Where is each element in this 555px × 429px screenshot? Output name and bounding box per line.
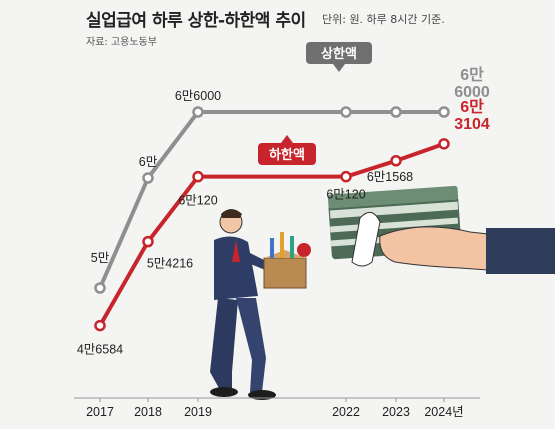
lower-series-value-label: 5만4216	[147, 257, 193, 271]
chart-title: 실업급여 하루 상한-하한액 추이	[86, 11, 306, 31]
upper-series-point	[390, 106, 402, 118]
lower-series-line	[98, 141, 445, 327]
upper-series-value-label: 5만	[91, 251, 110, 265]
hand-money-illustration	[327, 185, 555, 274]
upper-series-point	[94, 282, 106, 294]
lower-series-value-label: 4만6584	[77, 343, 123, 357]
legend-upper-tag-text: 상한액	[321, 46, 357, 62]
unit-note: 단위: 원. 하루 8시간 기준.	[322, 13, 445, 26]
lower-series-value-label: 6만 3104	[454, 98, 490, 133]
upper-series-value-label: 6만	[139, 155, 158, 169]
lower-series-value-label: 6만1568	[367, 170, 413, 184]
lower-series-value-label: 6만120	[178, 194, 217, 208]
x-tick-label: 2017	[86, 405, 114, 419]
lower-series-point	[142, 235, 154, 248]
legend-lower-tag-text: 하한액	[269, 147, 305, 163]
man-carrying-box-illustration	[210, 209, 311, 400]
x-tick-label: 2018	[134, 405, 162, 419]
upper-series-point	[142, 172, 154, 184]
upper-series-point	[192, 106, 204, 118]
lower-series-point	[340, 170, 352, 183]
lower-series-point	[192, 170, 204, 183]
upper-series-point	[340, 106, 352, 118]
x-tick-label: 2019	[184, 405, 212, 419]
upper-series-line	[98, 110, 444, 289]
lower-series-point	[94, 319, 106, 332]
upper-series-point	[438, 106, 450, 118]
x-tick-label: 2022	[332, 405, 360, 419]
lower-series-point	[438, 138, 450, 150]
x-tick-label: 2023	[382, 405, 410, 419]
x-tick-label: 2024년	[424, 405, 463, 419]
source-note: 자료: 고용노동부	[86, 37, 157, 48]
legend-upper-tag: 상한액	[306, 42, 372, 72]
lower-series-point	[390, 155, 402, 167]
legend-lower-tag: 하한액	[258, 135, 316, 165]
upper-series-value-label: 6만6000	[175, 89, 221, 103]
lower-series-value-label: 6만120	[326, 188, 365, 202]
